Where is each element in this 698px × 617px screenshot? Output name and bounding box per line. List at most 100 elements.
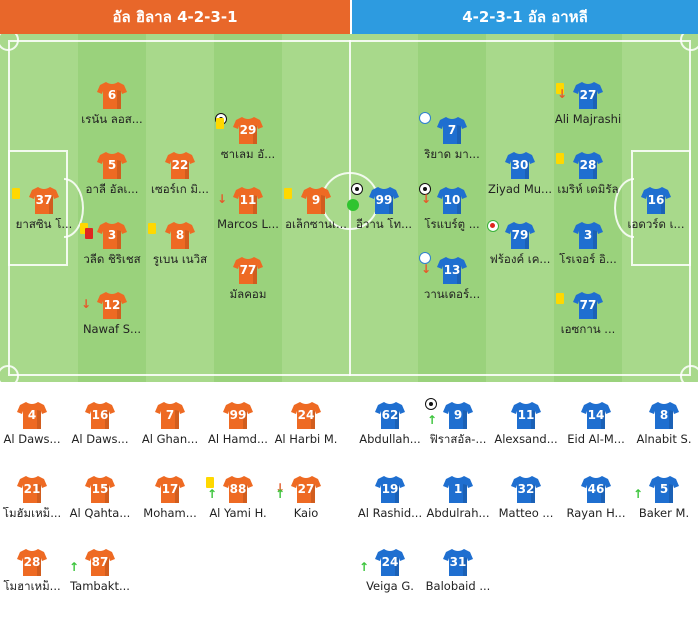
player-name: วลีด ชิริเชส — [83, 253, 141, 266]
player-name: Al Daws... — [71, 433, 129, 446]
away-lineup-player[interactable]: 13 ↓ วานเดอร์... — [412, 252, 492, 301]
shirt-icon: 87 ↑ — [69, 547, 115, 577]
home-sub-player[interactable]: 88 ↑ Al Yami H. — [198, 474, 278, 520]
home-lineup-player[interactable]: 6 เรนัน ลอส... — [72, 80, 152, 126]
player-name: ยาสซิน โ... — [15, 218, 73, 231]
shirt-number: 27 — [579, 88, 597, 102]
player-name: Tambakt... — [70, 580, 130, 593]
home-lineup-player[interactable]: 8 รูเบน เนวิส — [140, 220, 220, 266]
shirt-number: 5 — [659, 482, 669, 496]
shirt-icon: 28 — [17, 547, 47, 577]
away-sub-player[interactable]: 46 Rayan H... — [556, 474, 636, 520]
home-sub-player[interactable]: 87 ↑ Tambakt... — [60, 547, 140, 593]
away-sub-player[interactable]: 19 Al Rashid... — [350, 474, 430, 520]
home-sub-player[interactable]: 21 โมฮัมเหม็... — [0, 474, 72, 520]
away-lineup-player[interactable]: 27 ↓ Ali Majrashi — [548, 80, 628, 126]
away-sub-player[interactable]: 14 Eid Al-M... — [556, 400, 636, 446]
corner-br — [680, 365, 698, 382]
shirt-number: 1 — [453, 482, 463, 496]
home-sub-player[interactable]: 27 ↓ ↑ Kaio — [266, 474, 346, 520]
player-name: ฟร้องค์ เค... — [489, 253, 551, 266]
shirt-icon: 8 — [148, 220, 195, 250]
home-sub-player[interactable]: 7 Al Ghan... — [130, 400, 210, 446]
player-name: Al Yami H. — [209, 507, 267, 520]
away-sub-player[interactable]: 1 Abdulrah... — [418, 474, 498, 520]
shirt-icon: 5 ↑ — [633, 474, 679, 504]
yellow-card-icon — [556, 293, 564, 304]
player-name: Al Harbi M. — [274, 433, 338, 446]
away-lineup-player[interactable]: 3 โรเจอร์ อิ... — [548, 220, 628, 266]
home-sub-player[interactable]: 24 Al Harbi M. — [266, 400, 346, 446]
player-name: Al Ghan... — [141, 433, 199, 446]
shirt-icon: 62 — [375, 400, 405, 430]
player-name: Kaio — [293, 507, 319, 520]
shirt-number: 6 — [107, 88, 117, 102]
shirt-number: 7 — [165, 408, 175, 422]
away-sub-player[interactable]: 24 ↑ Veiga G. — [350, 547, 430, 593]
away-lineup-player[interactable]: 30 Ziyad Mu... — [480, 150, 560, 196]
away-lineup-player[interactable]: 28 เมริห์ เดมิรัล — [548, 150, 628, 196]
shirt-icon: 13 ↓ — [419, 252, 467, 285]
player-name: รูเบน เนวิส — [152, 253, 208, 266]
shirt-icon: 79 — [487, 220, 535, 250]
goal-ball-icon — [419, 183, 431, 195]
away-sub-player[interactable]: 5 ↑ Baker M. — [624, 474, 698, 520]
shirt-number: 5 — [107, 158, 117, 172]
away-lineup-player[interactable]: 16 เอดวร์ด เ... — [616, 185, 696, 231]
shirt-icon: 24 — [291, 400, 321, 430]
player-name: Abdullah... — [359, 433, 421, 446]
shirt-number: 24 — [381, 555, 399, 569]
away-lineup-player[interactable]: 10 ↓ โรแบร์ตู ... — [412, 183, 492, 231]
shirt-icon: 88 ↑ — [206, 474, 253, 504]
shirt-icon: 7 — [155, 400, 185, 430]
home-lineup-player[interactable]: 9 อเล็กซานเ... — [276, 185, 356, 231]
shirt-number: 30 — [511, 158, 529, 172]
shirt-number: 14 — [587, 408, 605, 422]
goal-ball-icon — [425, 398, 437, 410]
substituted-off-icon: ↓ — [81, 297, 92, 311]
home-sub-player[interactable]: 16 Al Daws... — [60, 400, 140, 446]
shirt-number: 19 — [381, 482, 399, 496]
home-sub-player[interactable]: 4 Al Daws... — [0, 400, 72, 446]
away-lineup-player[interactable]: 99 อีวาน โท... — [344, 183, 424, 231]
shirt-number: 77 — [239, 263, 257, 277]
away-sub-player[interactable]: 32 Matteo ... — [486, 474, 566, 520]
away-sub-player[interactable]: 31 Balobaid ... — [418, 547, 498, 593]
penalty-goal-icon — [419, 252, 431, 264]
home-sub-player[interactable]: 99 Al Hamd... — [198, 400, 278, 446]
shirt-icon: 19 — [375, 474, 405, 504]
player-name: Al Hamd... — [208, 433, 268, 446]
shirt-icon: 10 ↓ — [419, 183, 467, 215]
player-name: Eid Al-M... — [567, 433, 625, 446]
home-sub-player[interactable]: 15 Al Qahta... — [60, 474, 140, 520]
player-name: Veiga G. — [366, 580, 414, 593]
home-lineup-player[interactable]: 77 มัลคอม — [208, 255, 288, 301]
home-sub-player[interactable]: 17 Moham... — [130, 474, 210, 520]
player-name: อเล็กซานเ... — [285, 218, 347, 231]
home-sub-player[interactable]: 28 โมฮาเหม็... — [0, 547, 72, 593]
home-lineup-player[interactable]: 22 เซอร์เก มิ... — [140, 150, 220, 196]
shirt-number: 79 — [511, 228, 529, 242]
away-lineup-player[interactable]: 77 เอซกาน ... — [548, 290, 628, 336]
shirt-number: 17 — [161, 482, 179, 496]
home-lineup-player[interactable]: 11 ↓ Marcos L... — [208, 185, 288, 231]
home-lineup-player[interactable]: 12 ↓ Nawaf S... — [72, 290, 152, 336]
away-sub-player[interactable]: 8 Alnabit S. — [624, 400, 698, 446]
away-lineup-player[interactable]: 7 ริยาด มา... — [412, 112, 492, 161]
home-lineup-player[interactable]: 37 ยาสซิน โ... — [4, 185, 84, 231]
shirt-icon: 99 — [223, 400, 253, 430]
away-sub-player[interactable]: 9 ↑ ฟิราสอัล-... — [418, 398, 498, 446]
shirt-number: 4 — [27, 408, 37, 422]
shirt-icon: 27 ↓ ↑ — [275, 474, 321, 504]
shirt-icon: 16 — [641, 185, 671, 215]
away-lineup-player[interactable]: 79 ฟร้องค์ เค... — [480, 220, 560, 266]
player-name: ริยาด มา... — [424, 148, 480, 161]
away-sub-player[interactable]: 11 Alexsand... — [486, 400, 566, 446]
home-lineup-player[interactable]: 29 ซาเลม อั... — [208, 113, 288, 161]
home-lineup-player[interactable]: 5 อาลี อัลเ... — [72, 150, 152, 196]
away-sub-player[interactable]: 62 Abdullah... — [350, 400, 430, 446]
player-name: Abdulrah... — [426, 507, 490, 520]
home-team-header: อัล ฮิลาล 4-2-3-1 — [0, 0, 350, 34]
home-lineup-player[interactable]: 3 วลีด ชิริเชส — [72, 220, 152, 266]
player-name: Nawaf S... — [82, 323, 142, 336]
